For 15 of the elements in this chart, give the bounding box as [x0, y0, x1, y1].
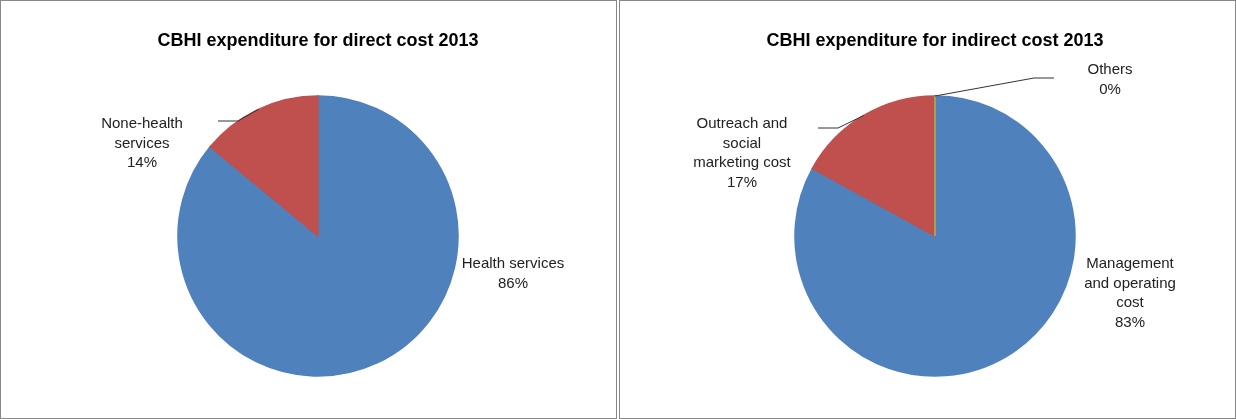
slice-label: None-health services — [101, 114, 183, 151]
data-label: 17% — [726, 172, 758, 190]
slice-label: Health services — [461, 254, 565, 271]
pie-slice — [811, 95, 936, 237]
category-label: Others — [1087, 60, 1133, 77]
text: 0% — [1099, 79, 1121, 97]
data-label: 86% — [497, 273, 529, 291]
pie-slice — [209, 95, 319, 237]
chart-title: CBHI expenditure for direct cost 2013 — [157, 30, 479, 50]
pie-slice — [794, 95, 1076, 377]
data-label: 14% — [126, 153, 158, 170]
slice-label: Management and operating cost — [1084, 254, 1176, 310]
slice-label: Outreach and social marketing cost — [693, 114, 792, 170]
data-label: 83% — [1114, 312, 1146, 330]
chart-title: CBHI expenditure for indirect cost 2013 — [766, 30, 1104, 50]
